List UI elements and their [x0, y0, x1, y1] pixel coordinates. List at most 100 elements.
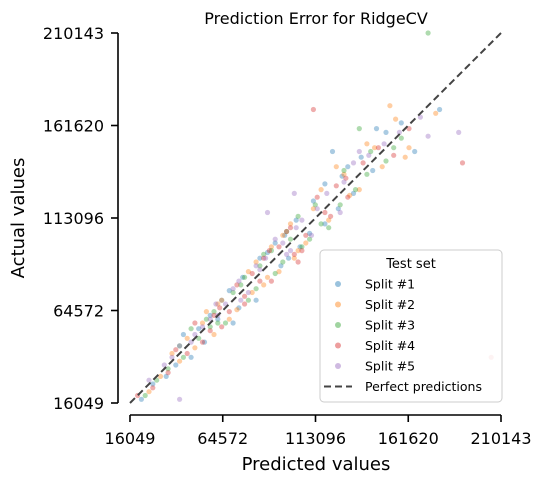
data-point: [293, 217, 299, 223]
y-tick-label: 161620: [43, 117, 104, 136]
data-point: [366, 152, 372, 158]
data-point: [393, 116, 399, 122]
data-point: [291, 251, 297, 257]
data-point: [234, 307, 240, 313]
data-point: [307, 236, 313, 242]
y-axis-label: Actual values: [8, 158, 29, 279]
series-split-2: [146, 103, 439, 395]
data-point: [356, 126, 362, 132]
data-point: [326, 217, 332, 223]
data-point: [188, 354, 194, 360]
data-point: [238, 282, 244, 288]
data-point: [211, 309, 217, 315]
legend-label: Perfect predictions: [365, 379, 482, 394]
data-point: [433, 110, 439, 116]
data-point: [264, 209, 271, 216]
data-point: [310, 198, 316, 204]
data-point: [287, 236, 294, 242]
data-point: [219, 297, 225, 303]
data-point: [264, 249, 271, 256]
data-point: [360, 160, 366, 166]
data-point: [370, 167, 376, 174]
legend-entry: Split #2: [335, 297, 415, 312]
data-point: [173, 347, 179, 353]
data-point: [398, 120, 404, 126]
data-point: [230, 320, 236, 326]
data-point: [335, 206, 341, 212]
data-point: [215, 320, 221, 326]
data-point: [391, 152, 397, 158]
legend-marker: [335, 342, 341, 349]
data-point: [169, 354, 175, 360]
data-point: [291, 255, 297, 261]
data-point: [177, 358, 183, 364]
data-point: [303, 240, 309, 246]
data-point: [398, 135, 404, 141]
data-point: [379, 164, 385, 170]
data-point: [242, 274, 248, 280]
y-tick-label: 210143: [43, 24, 104, 43]
data-point: [310, 206, 316, 212]
data-point: [253, 286, 259, 292]
data-point: [329, 148, 336, 155]
data-point: [326, 225, 332, 231]
data-point: [345, 194, 351, 200]
data-point: [322, 181, 328, 187]
data-point: [276, 269, 282, 275]
data-point: [272, 270, 278, 277]
legend-label: Split #5: [365, 359, 415, 374]
data-point: [303, 232, 309, 238]
data-point: [412, 148, 418, 155]
data-point: [184, 350, 190, 357]
data-point: [240, 274, 246, 280]
data-point: [318, 187, 324, 193]
data-point: [322, 209, 328, 216]
data-point: [308, 232, 315, 238]
data-point: [226, 309, 232, 315]
x-tick-label: 161620: [378, 429, 439, 448]
data-point: [146, 377, 152, 383]
data-point: [234, 282, 240, 288]
data-point: [222, 320, 229, 326]
data-point: [188, 326, 194, 332]
y-ticks: 16049 64572 113096 161620 210143: [43, 24, 118, 413]
data-point: [278, 263, 284, 269]
data-point: [253, 259, 259, 265]
legend-label: Split #1: [365, 277, 415, 292]
data-point: [291, 190, 297, 196]
data-point: [272, 240, 278, 246]
legend-marker: [335, 301, 341, 308]
data-point: [184, 335, 190, 341]
data-point: [341, 179, 347, 185]
data-point: [356, 187, 362, 193]
data-point: [341, 167, 347, 174]
data-point: [257, 278, 263, 284]
data-point: [286, 255, 292, 261]
legend-marker: [335, 322, 341, 328]
series-split-3: [142, 30, 431, 399]
data-point: [261, 251, 267, 257]
data-point: [364, 141, 370, 147]
data-point: [268, 278, 274, 284]
data-point: [177, 343, 183, 349]
data-point: [261, 282, 267, 288]
data-point: [161, 362, 167, 368]
data-point: [406, 145, 412, 151]
data-point: [230, 289, 236, 296]
legend-entry: Split #1: [335, 277, 415, 292]
legend-marker: [335, 281, 341, 287]
data-point: [196, 326, 202, 332]
data-point: [293, 225, 299, 231]
data-point: [213, 301, 219, 307]
x-tick-label: 210143: [470, 429, 531, 448]
data-point: [180, 331, 186, 338]
data-point: [350, 160, 357, 166]
data-point: [138, 396, 144, 402]
data-point: [459, 160, 466, 166]
data-point: [333, 183, 339, 189]
data-point: [253, 263, 259, 269]
data-point: [177, 396, 183, 402]
data-point: [230, 286, 236, 292]
data-point: [261, 255, 267, 261]
